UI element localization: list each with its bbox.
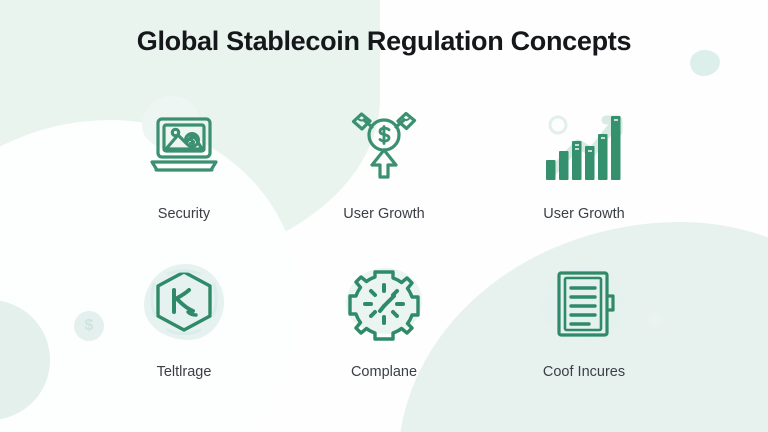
gear-clock-icon — [348, 270, 420, 341]
page-title: Global Stablecoin Regulation Concepts — [136, 26, 632, 56]
icon-container — [136, 96, 232, 192]
dollar-circle-banknotes-icon — [351, 111, 417, 179]
concepts-grid: Security User Growth — [84, 96, 684, 416]
hexagon-shield-key-icon — [150, 269, 218, 336]
concept-label: Security — [157, 206, 211, 222]
concept-label: Coof Incures — [542, 364, 626, 380]
concept-item-coof-incures[interactable]: Coof Incures — [484, 258, 684, 416]
icon-container — [536, 258, 632, 350]
background-blob-left-middle — [0, 300, 50, 420]
bar-chart-growth-arrow-icon — [546, 115, 623, 180]
icon-container — [336, 100, 432, 192]
document-lines-icon — [557, 271, 615, 337]
concept-item-complane[interactable]: Complane — [284, 258, 484, 416]
concept-item-security[interactable]: Security — [84, 96, 284, 258]
concept-label: User Growth — [543, 206, 625, 222]
concept-label: User Growth — [343, 206, 425, 222]
concept-label: Teltlrage — [156, 364, 212, 380]
icon-container — [136, 258, 232, 350]
concept-item-user-growth-money[interactable]: User Growth — [284, 100, 484, 258]
icon-container — [536, 100, 632, 192]
concept-label: Complane — [350, 364, 418, 380]
icon-container — [336, 258, 432, 350]
laptop-image-dollar-icon — [150, 117, 218, 172]
concept-item-user-growth-chart[interactable]: User Growth — [484, 100, 684, 258]
concept-item-teltlrage[interactable]: Teltlrage — [84, 258, 284, 416]
